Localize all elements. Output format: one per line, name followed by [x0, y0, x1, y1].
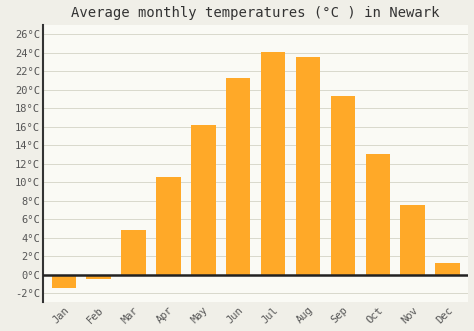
Bar [86, 275, 111, 279]
Bar [331, 96, 355, 275]
Bar [156, 177, 181, 275]
Bar [191, 125, 216, 275]
Bar [121, 230, 146, 275]
Bar [296, 57, 320, 275]
Bar [261, 52, 285, 275]
Title: Average monthly temperatures (°C ) in Newark: Average monthly temperatures (°C ) in Ne… [72, 6, 440, 20]
Bar [52, 275, 76, 288]
Bar [226, 77, 250, 275]
Bar [435, 263, 460, 275]
Bar [365, 154, 390, 275]
Bar [401, 205, 425, 275]
